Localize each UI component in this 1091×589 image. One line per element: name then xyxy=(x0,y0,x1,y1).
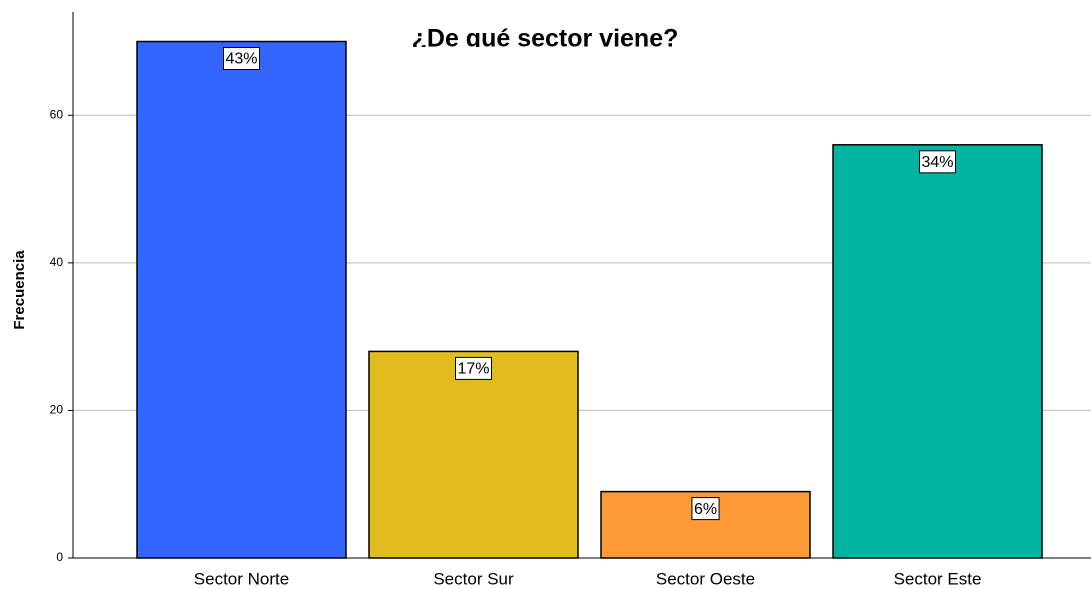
chart-title: ¿De qué sector viene? xyxy=(412,25,679,53)
x-tick-label: Sector Norte xyxy=(194,569,289,588)
x-tick-label: Sector Sur xyxy=(433,569,514,588)
y-tick-label: 0 xyxy=(56,550,63,564)
percent-label-box xyxy=(691,497,720,521)
bar xyxy=(136,40,347,559)
bar xyxy=(832,144,1043,559)
plot-area: 0 20 40 60 Sector Norte 43% Sector Sur 17% Secto… xyxy=(50,12,1091,588)
percent-label: 43% xyxy=(225,51,257,68)
percent-label: 34% xyxy=(921,154,953,171)
percent-label-box xyxy=(918,150,957,174)
percent-label: 17% xyxy=(457,361,489,378)
percent-label-box xyxy=(454,356,493,380)
y-tick-label: 60 xyxy=(50,107,64,121)
y-tick-label: 40 xyxy=(50,255,64,269)
percent-label-box xyxy=(222,47,261,71)
x-tick-label: Sector Oeste xyxy=(656,569,755,588)
y-axis-label: Frecuencia xyxy=(11,250,28,330)
bar xyxy=(368,350,579,559)
y-tick-label: 20 xyxy=(50,403,64,417)
x-tick-label: Sector Este xyxy=(894,569,982,588)
percent-label: 6% xyxy=(694,501,717,518)
